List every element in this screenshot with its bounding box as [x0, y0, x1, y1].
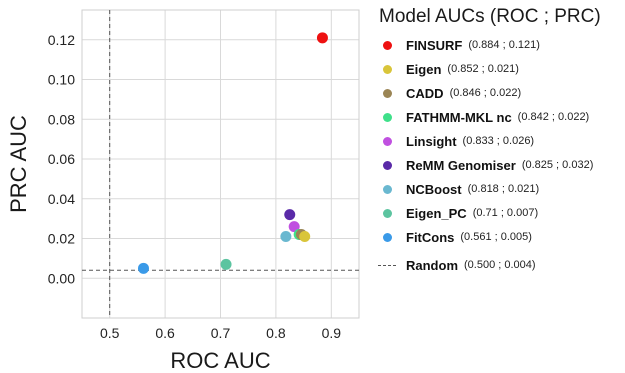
plot-frame — [81, 9, 360, 319]
legend-item-finsurf: FINSURF (0.884 ; 0.121) — [378, 35, 623, 55]
legend-item-fitcons: FitCons (0.561 ; 0.005) — [378, 227, 623, 247]
legend-marker-icon — [383, 64, 392, 74]
legend-marker-icon — [383, 136, 392, 146]
legend-item-cadd: CADD (0.846 ; 0.022) — [378, 83, 623, 103]
data-point-fitcons — [137, 262, 149, 274]
data-point-ncboost — [280, 231, 292, 243]
legend-item-value: (0.884 ; 0.121) — [468, 39, 540, 51]
x-tick-label: 0.7 — [211, 325, 231, 341]
legend-item-name: FINSURF — [406, 37, 463, 53]
data-point-remm-genomiser — [284, 209, 296, 221]
y-tick-label: 0.00 — [48, 270, 75, 286]
legend-item-random: Random (0.500 ; 0.004) — [378, 255, 623, 275]
legend-item-ncboost: NCBoost (0.818 ; 0.021) — [378, 179, 623, 199]
legend-item-name: ReMM Genomiser — [406, 157, 516, 173]
legend-item-value: (0.842 ; 0.022) — [517, 111, 590, 123]
dashed-line-icon — [378, 264, 396, 266]
legend-marker-icon — [383, 160, 392, 170]
legend-item-name: Eigen — [406, 61, 442, 77]
legend-items: FINSURF (0.884 ; 0.121) Eigen (0.852 ; 0.02… — [378, 35, 623, 247]
legend-marker-icon — [383, 112, 392, 122]
y-tick-label: 0.02 — [48, 231, 75, 247]
legend-marker-icon — [383, 232, 392, 242]
legend-item-value: (0.561 ; 0.005) — [460, 231, 532, 243]
data-point-linsight — [288, 221, 300, 233]
data-point-eigen — [299, 231, 311, 243]
x-tick-label: 0.5 — [100, 325, 120, 341]
legend-item-name: CADD — [406, 85, 444, 101]
legend-item-eigen: Eigen (0.852 ; 0.021) — [378, 59, 623, 79]
legend-item-name: FitCons — [406, 229, 455, 245]
y-tick-label: 0.08 — [48, 111, 75, 127]
legend-item-name: Random — [406, 257, 458, 273]
legend-item-value: (0.818 ; 0.021) — [467, 183, 540, 195]
legend-item-value: (0.825 ; 0.032) — [521, 159, 594, 171]
legend-item-value: (0.846 ; 0.022) — [449, 87, 522, 99]
legend-item-name: Eigen_PC — [406, 205, 467, 221]
legend-item-value: (0.833 ; 0.026) — [462, 135, 535, 147]
legend-item-name: FATHMM-MKL nc — [406, 109, 512, 125]
y-tick-label: 0.10 — [48, 72, 75, 88]
y-axis-title: PRC AUC — [6, 115, 31, 213]
legend-item-value: (0.500 ; 0.004) — [464, 259, 536, 271]
y-tick-label: 0.06 — [48, 151, 75, 167]
data-point-eigen-pc — [220, 258, 232, 270]
x-tick-label: 0.6 — [155, 325, 175, 341]
data-point-finsurf — [316, 32, 328, 44]
legend-marker-icon — [383, 184, 392, 194]
legend-item-value: (0.852 ; 0.021) — [447, 63, 519, 75]
legend-item-remm-genomiser: ReMM Genomiser (0.825 ; 0.032) — [378, 155, 623, 175]
x-tick-label: 0.8 — [266, 325, 286, 341]
legend-marker-icon — [383, 40, 392, 50]
legend-marker-icon — [383, 88, 392, 98]
x-tick-label: 0.9 — [322, 325, 342, 341]
legend-item-linsight: Linsight (0.833 ; 0.026) — [378, 131, 623, 151]
legend-item-fathmm-mkl-nc: FATHMM-MKL nc (0.842 ; 0.022) — [378, 107, 623, 127]
y-tick-label: 0.04 — [48, 191, 75, 207]
legend-title: Model AUCs (ROC ; PRC) — [379, 6, 601, 27]
legend-marker-icon — [383, 208, 392, 218]
legend: Model AUCs (ROC ; PRC) FINSURF (0.884 ; 0… — [378, 6, 623, 279]
legend-item-eigen-pc: Eigen_PC (0.71 ; 0.007) — [378, 203, 623, 223]
y-tick-label: 0.12 — [48, 32, 75, 48]
legend-item-name: NCBoost — [406, 181, 462, 197]
legend-item-name: Linsight — [406, 133, 457, 149]
x-axis-title: ROC AUC — [170, 348, 270, 373]
legend-item-value: (0.71 ; 0.007) — [472, 207, 539, 219]
